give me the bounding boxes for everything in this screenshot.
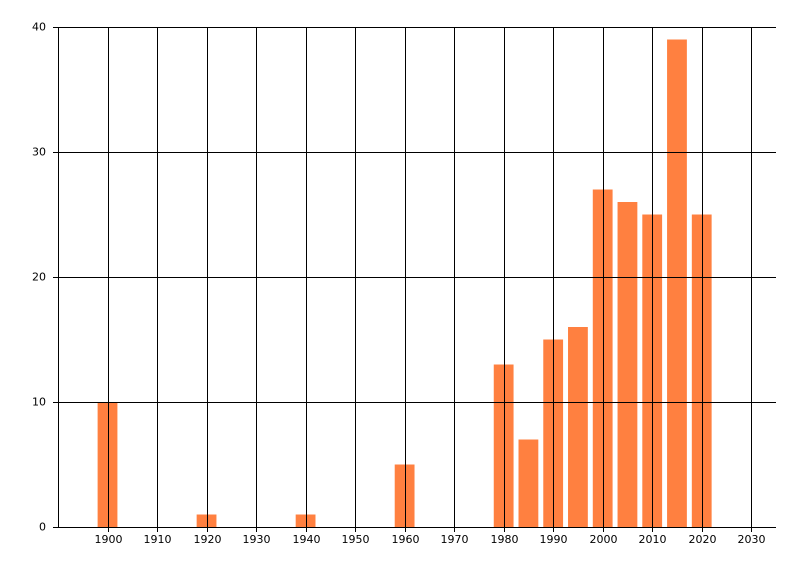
bar <box>394 464 415 527</box>
x-tick-label: 1980 <box>491 533 519 546</box>
y-tick-label: 10 <box>32 396 46 409</box>
x-tick-label: 1920 <box>194 533 222 546</box>
x-tick-label: 1940 <box>293 533 321 546</box>
x-tick-label: 1970 <box>441 533 469 546</box>
x-tick-label: 1930 <box>243 533 271 546</box>
bar <box>518 439 539 527</box>
x-tick-label: 2030 <box>738 533 766 546</box>
x-tick-label: 1950 <box>342 533 370 546</box>
y-tick-label: 30 <box>32 146 46 159</box>
y-tick-label: 0 <box>39 521 46 534</box>
y-tick-label: 40 <box>32 21 46 34</box>
bar <box>568 327 588 527</box>
bar <box>667 39 687 527</box>
bar <box>295 514 316 527</box>
x-tick-label: 2020 <box>689 533 717 546</box>
bar <box>691 214 712 527</box>
bar <box>617 202 638 527</box>
x-tick-label: 1960 <box>392 533 420 546</box>
x-tick-label: 2000 <box>590 533 618 546</box>
y-tick-label: 20 <box>32 271 46 284</box>
x-tick-label: 1900 <box>95 533 123 546</box>
x-tick-label: 1990 <box>540 533 568 546</box>
bar <box>196 514 217 527</box>
bar <box>592 189 613 527</box>
bar <box>97 402 118 527</box>
x-tick-label: 1910 <box>144 533 172 546</box>
bar <box>493 364 514 527</box>
x-tick-label: 2010 <box>639 533 667 546</box>
